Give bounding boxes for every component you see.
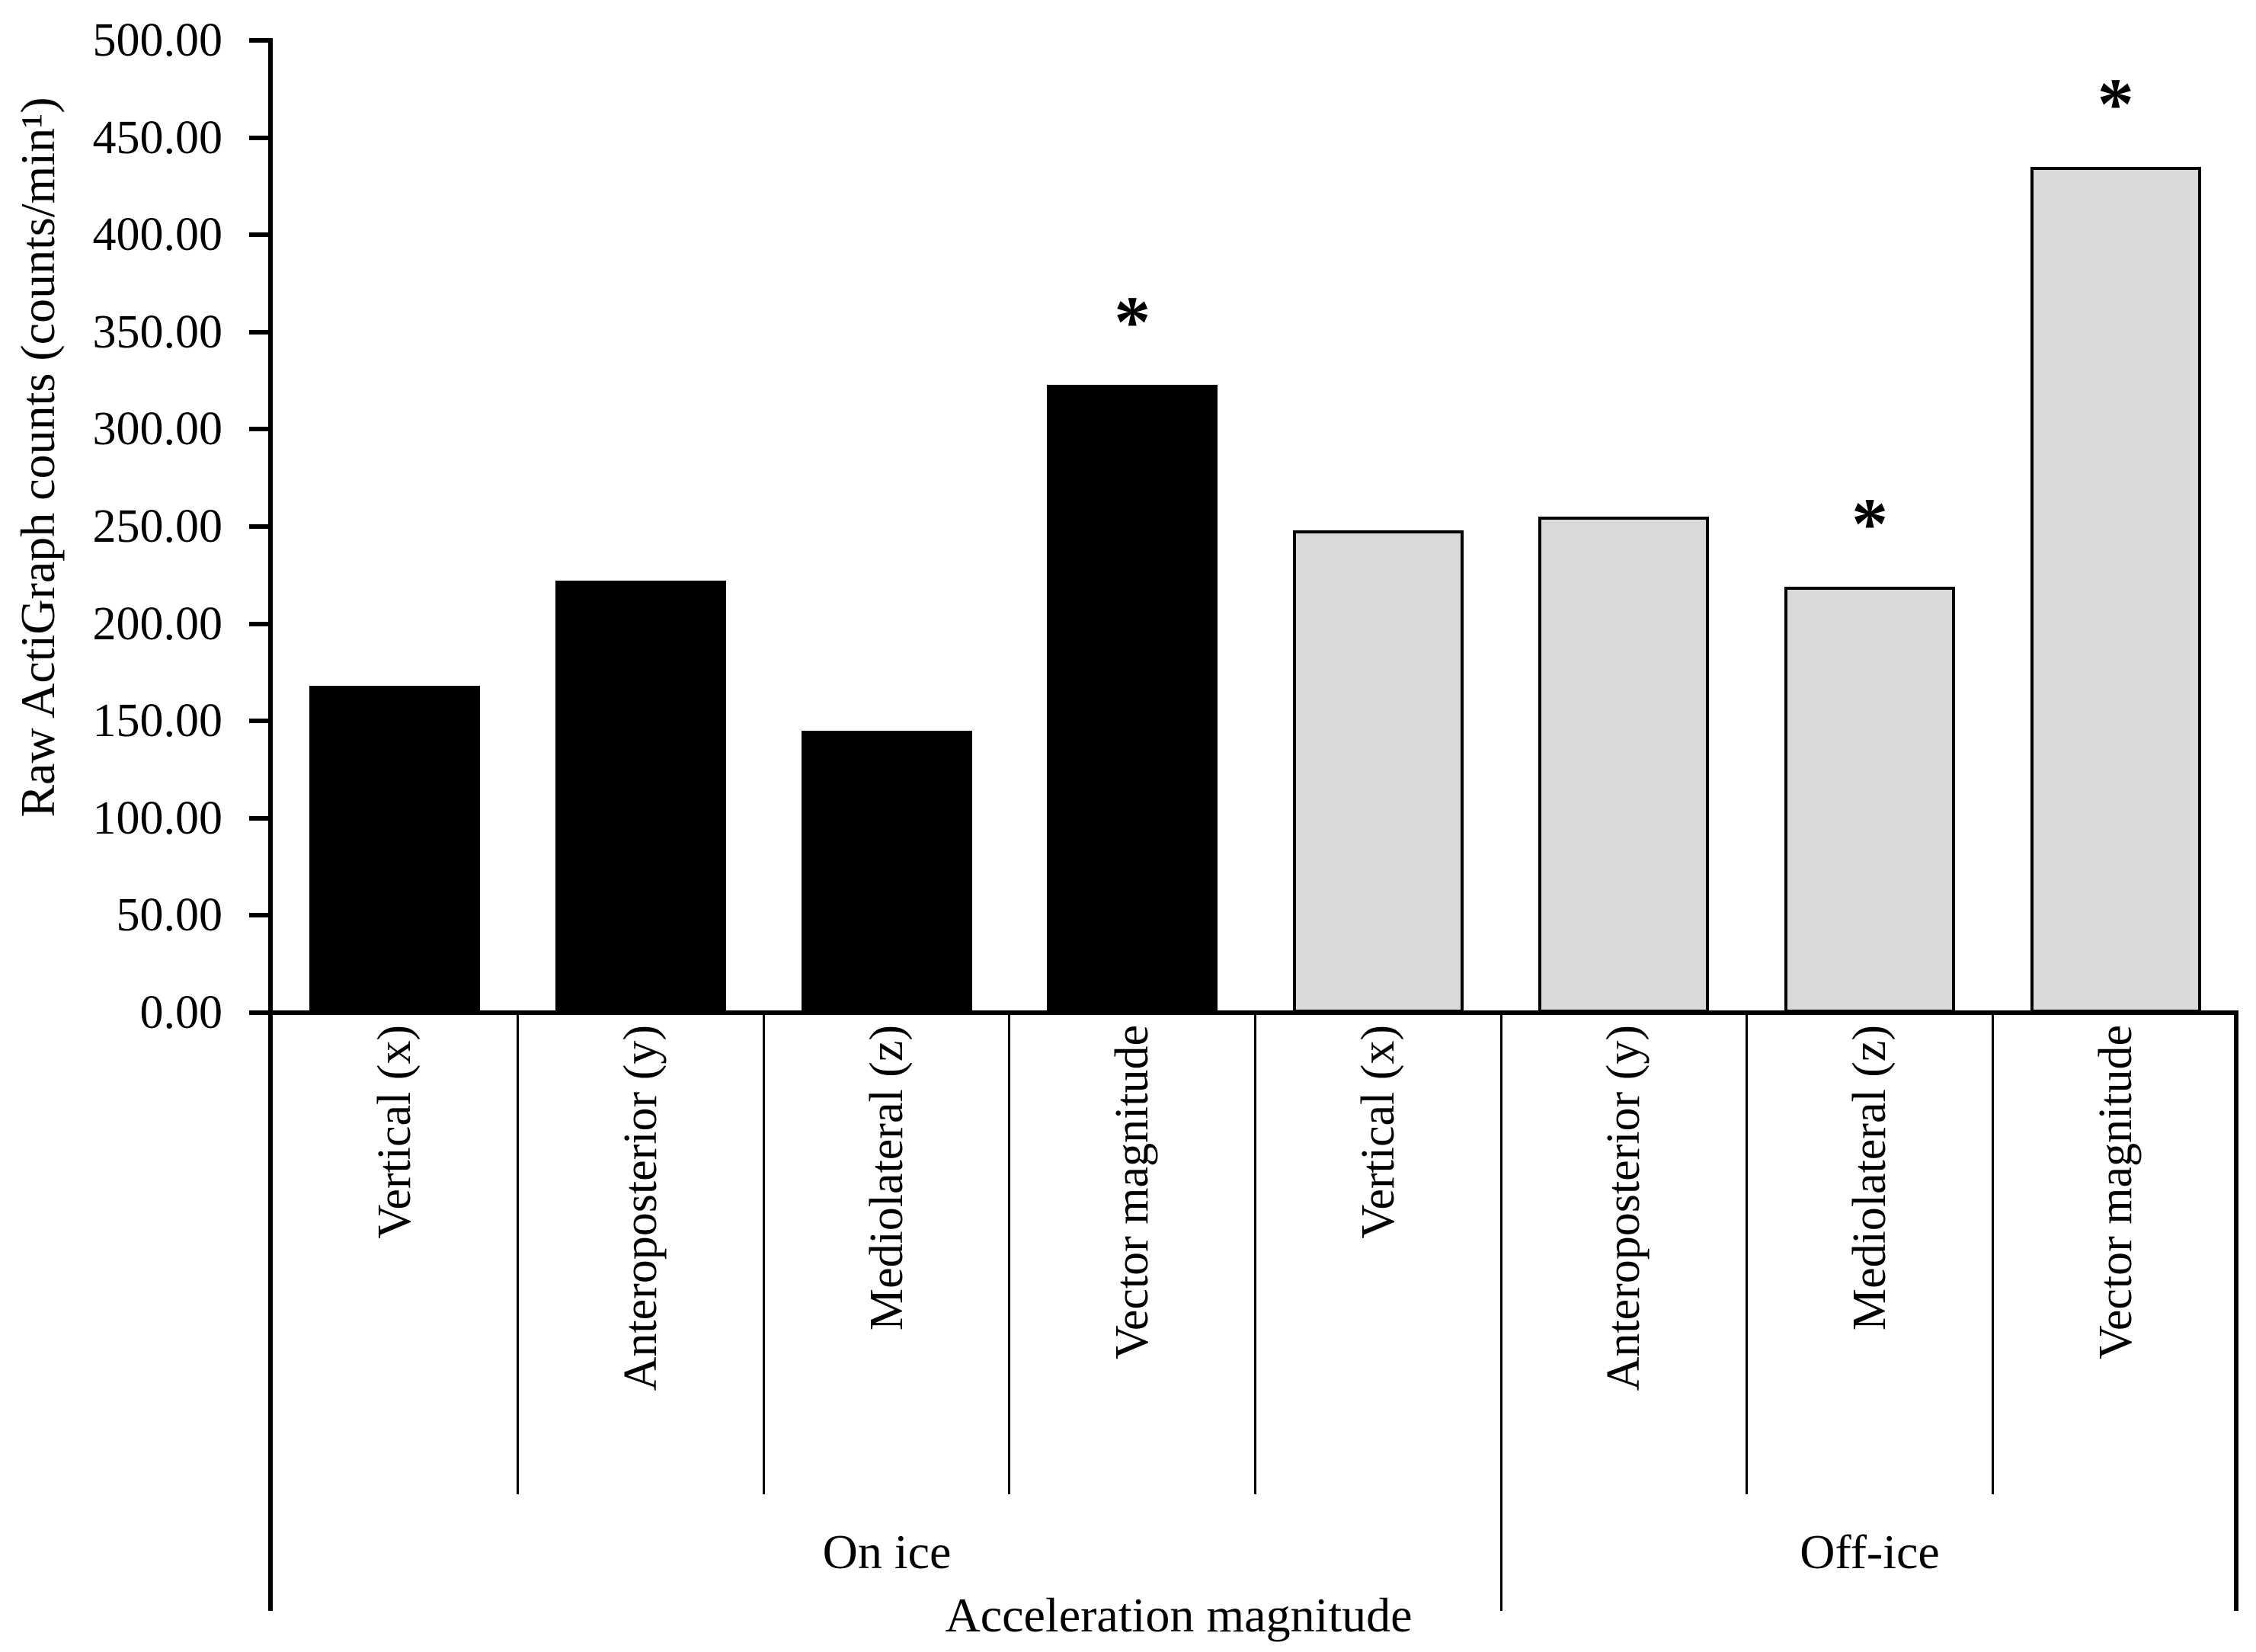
y-axis-tick [249,329,272,335]
category-label: Vector magnitude [2089,1025,2142,1360]
y-axis-tick [249,427,272,432]
category-label: Mediolateral (z) [860,1025,913,1331]
category-label: Vertical (x) [1352,1025,1404,1239]
y-tick-label: 250.00 [92,501,223,552]
y-axis-tick [249,719,272,724]
bar-on-ice-anteroposterior-y [555,581,726,1013]
bar-off-ice-anteroposterior-y [1538,517,1710,1013]
bar-on-ice-mediolateral-z [801,730,972,1013]
bar-off-ice-mediolateral-z [1784,587,1956,1013]
category-label: Vector magnitude [1106,1025,1159,1360]
category-label: Anteroposterior (y) [1598,1025,1650,1391]
category-area-right-border [2234,1015,2238,1611]
y-tick-label: 200.00 [92,597,223,650]
category-divider-line [517,1015,520,1494]
y-axis-tick [249,135,272,140]
bar-off-ice-vector-magnitude [2030,166,2201,1013]
category-label: Anteroposterior (y) [614,1025,667,1391]
bar-on-ice-vector-magnitude [1047,384,1218,1013]
y-tick-label: 300.00 [92,403,223,456]
y-axis-tick [249,524,272,529]
y-tick-label: 350.00 [92,306,223,358]
category-label: Vertical (x) [369,1025,421,1239]
y-axis-tick [249,913,272,918]
category-label: Mediolateral (z) [1844,1025,1896,1331]
group-label-off-ice: Off-ice [1800,1525,1940,1579]
significance-asterisk: * [2097,62,2134,145]
x-axis-baseline [249,1010,2238,1015]
y-tick-label: 50.00 [116,889,223,942]
y-tick-label: 500.00 [92,14,223,66]
group-divider-line [1499,1015,1502,1611]
x-axis-title: Acceleration magnitude [945,1588,1413,1642]
y-axis-tick [249,38,272,43]
y-axis-tick [249,232,272,238]
y-tick-label: 450.00 [92,111,223,164]
y-tick-label: 400.00 [92,209,223,261]
y-tick-label: 150.00 [92,695,223,748]
bar-on-ice-vertical-x [309,686,481,1013]
category-divider-line [1254,1015,1256,1494]
category-divider-line [1008,1015,1011,1494]
category-divider-line [762,1015,765,1494]
category-divider-line [1746,1015,1749,1494]
y-tick-label: 100.00 [92,792,223,844]
category-divider-line [1991,1015,1994,1494]
y-axis-line [268,38,273,1611]
bar-off-ice-vertical-x [1292,530,1464,1013]
significance-asterisk: * [1851,483,1889,565]
y-axis-tick [249,815,272,821]
y-tick-label: 0.00 [139,987,223,1039]
group-label-on-ice: On ice [822,1525,952,1579]
y-axis-tick [249,621,272,626]
significance-asterisk: * [1114,280,1151,363]
